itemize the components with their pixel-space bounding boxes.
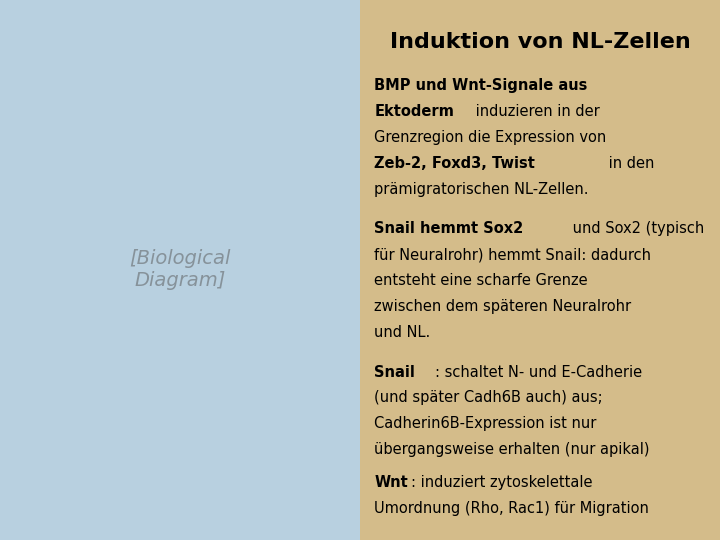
- Text: : schaltet N- und E-Cadherie: : schaltet N- und E-Cadherie: [435, 364, 642, 380]
- Text: Umordnung (Rho, Rac1) für Migration: Umordnung (Rho, Rac1) für Migration: [374, 501, 649, 516]
- Text: Snail: Snail: [374, 364, 415, 380]
- Text: (und später Cadh6B auch) aus;: (und später Cadh6B auch) aus;: [374, 390, 603, 406]
- Text: übergangsweise erhalten (nur apikal): übergangsweise erhalten (nur apikal): [374, 442, 650, 457]
- Text: Grenzregion die Expression von: Grenzregion die Expression von: [374, 130, 611, 145]
- Text: Zeb-2, Foxd3, Twist: Zeb-2, Foxd3, Twist: [374, 156, 535, 171]
- Text: : induziert zytoskelettale: : induziert zytoskelettale: [410, 475, 592, 490]
- Text: Ektoderm: Ektoderm: [374, 104, 454, 119]
- Text: für Neuralrohr) hemmt Snail: dadurch: für Neuralrohr) hemmt Snail: dadurch: [374, 247, 652, 262]
- Text: entsteht eine scharfe Grenze: entsteht eine scharfe Grenze: [374, 273, 588, 288]
- Text: Snail hemmt Sox2: Snail hemmt Sox2: [374, 221, 523, 237]
- Text: BMP und Wnt-Signale aus: BMP und Wnt-Signale aus: [374, 78, 588, 93]
- Text: und Sox2 (typisch: und Sox2 (typisch: [567, 221, 704, 237]
- Text: prämigratorischen NL-Zellen.: prämigratorischen NL-Zellen.: [374, 182, 589, 197]
- Text: Cadherin6B-Expression ist nur: Cadherin6B-Expression ist nur: [374, 416, 597, 431]
- Text: Wnt: Wnt: [374, 475, 408, 490]
- Text: in den: in den: [604, 156, 654, 171]
- Text: zwischen dem späteren Neuralrohr: zwischen dem späteren Neuralrohr: [374, 299, 631, 314]
- Text: induzieren in der: induzieren in der: [471, 104, 600, 119]
- Text: [Biological
Diagram]: [Biological Diagram]: [130, 249, 230, 291]
- FancyBboxPatch shape: [0, 0, 360, 540]
- Text: Induktion von NL-Zellen: Induktion von NL-Zellen: [390, 32, 690, 52]
- Text: und NL.: und NL.: [374, 325, 431, 340]
